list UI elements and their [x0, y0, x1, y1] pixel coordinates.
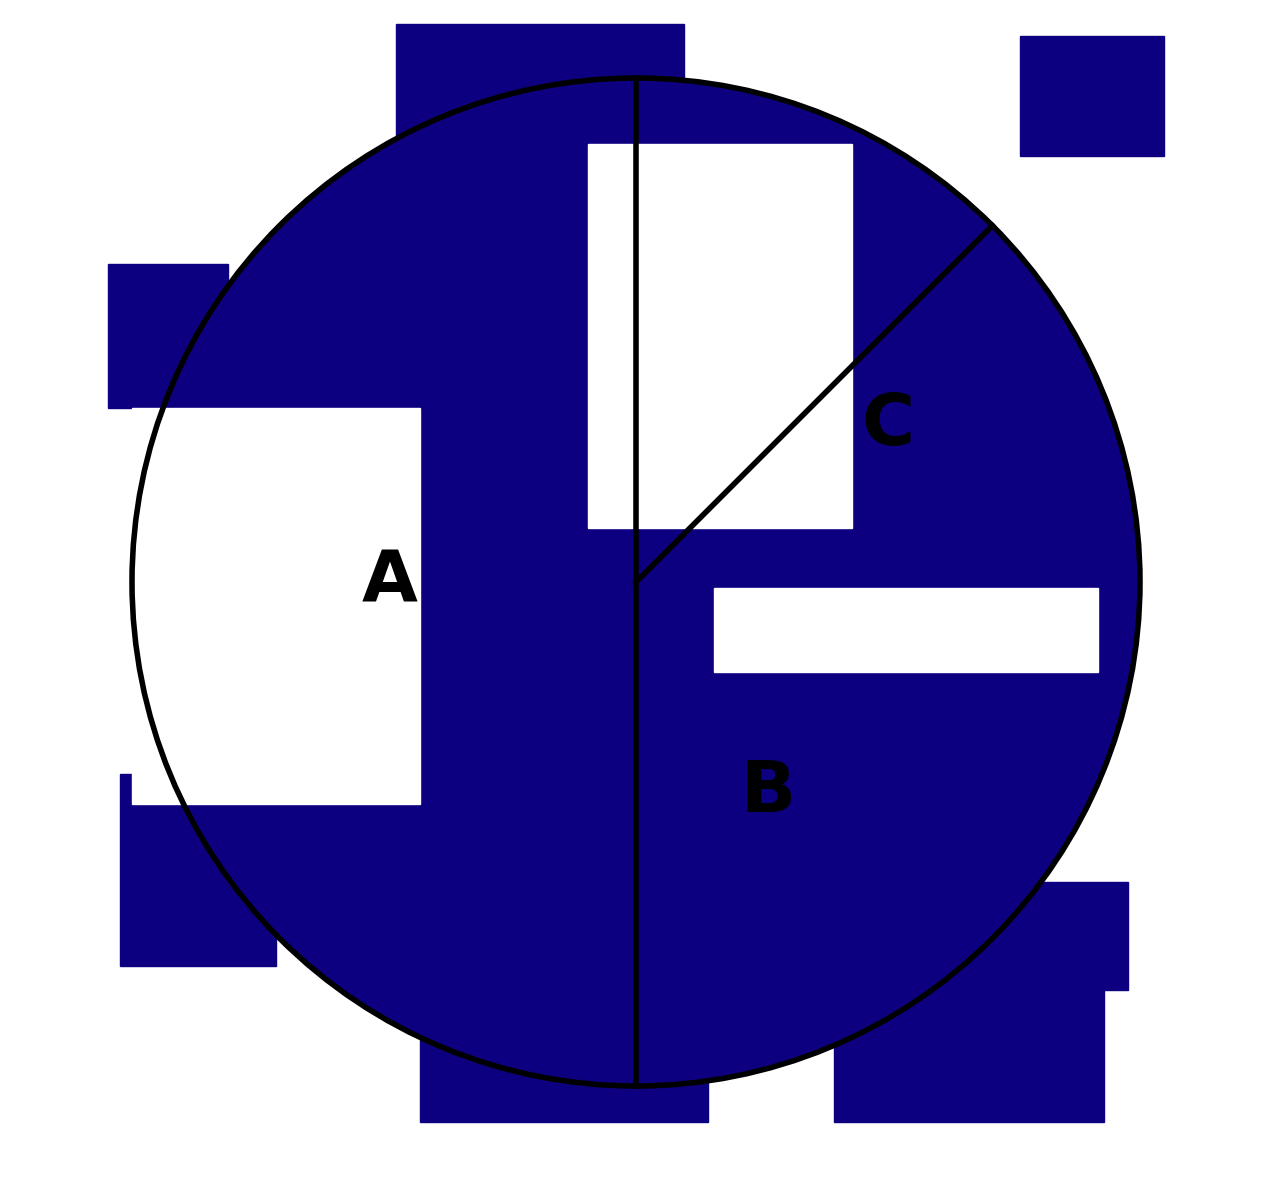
Text: B: B — [740, 757, 795, 827]
Bar — [834, 990, 1104, 1122]
Bar — [420, 978, 709, 1122]
Bar — [108, 264, 228, 408]
Bar — [912, 882, 1128, 990]
Bar — [120, 774, 276, 966]
Bar — [132, 408, 420, 804]
Circle shape — [132, 78, 1140, 1086]
Bar — [1020, 36, 1164, 156]
Bar — [714, 588, 1098, 672]
Text: A: A — [363, 547, 418, 617]
Bar — [396, 24, 684, 144]
Text: C: C — [861, 391, 915, 461]
Bar — [588, 144, 852, 528]
